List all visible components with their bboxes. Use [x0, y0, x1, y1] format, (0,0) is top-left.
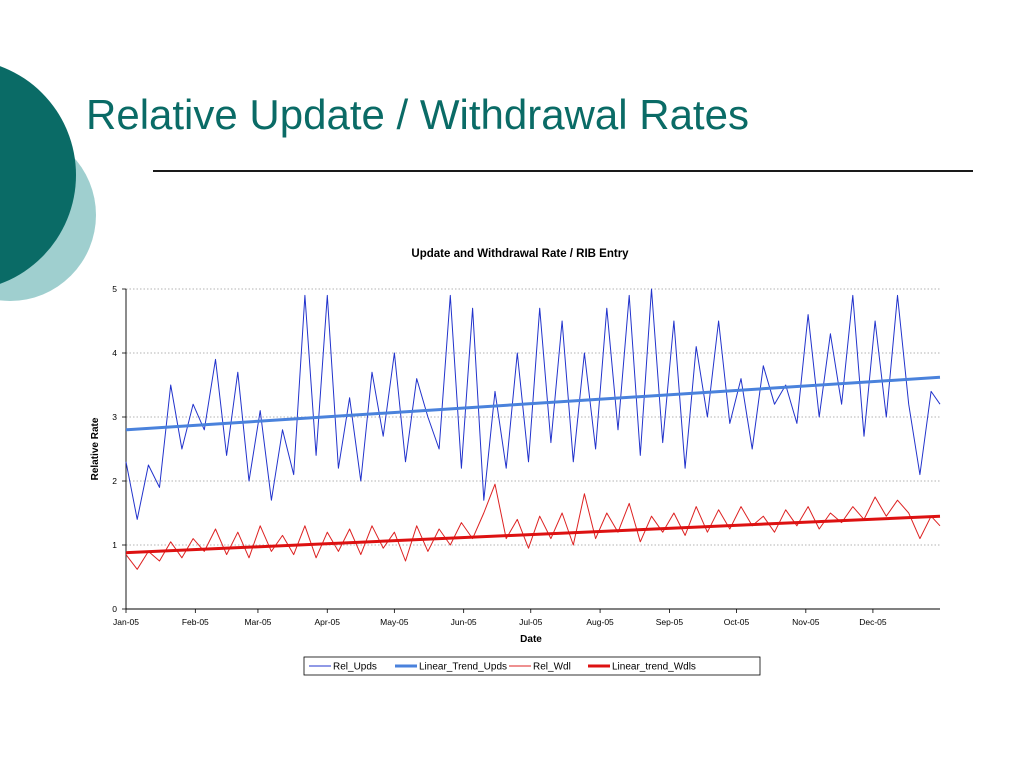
x-tick-label: Nov-05 — [792, 617, 820, 627]
gridlines — [126, 288, 940, 546]
chart-legend: Rel_Upds Linear_Trend_Upds Rel_Wdl Linear_t… — [303, 656, 761, 676]
y-tick-label: 4 — [112, 348, 117, 358]
legend-label-rel-wdl: Rel_Wdl — [533, 662, 571, 673]
dark-teal-circle — [0, 66, 76, 284]
x-tick-label: Sep-05 — [656, 617, 684, 627]
x-tick-label: Jul-05 — [519, 617, 542, 627]
legend-box — [303, 656, 761, 676]
series-line-rel-upds — [125, 288, 941, 520]
slide-title: Relative Update / Withdrawal Rates — [86, 91, 749, 138]
x-tick-labels: Jan-05 Feb-05 Mar-05 Apr-05 May-05 Jun-05 Jul-… — [113, 617, 887, 627]
y-tick-labels: 0 1 2 3 4 5 — [112, 284, 117, 614]
y-axis-label: Relative Rate — [90, 417, 101, 480]
x-tick-label: Jun-05 — [451, 617, 477, 627]
series-line-linear-trend-wdls — [125, 514, 941, 555]
x-tick-label: Mar-05 — [244, 617, 271, 627]
x-tick-label: Dec-05 — [859, 617, 887, 627]
x-tick-label: May-05 — [380, 617, 409, 627]
y-tick-label: 2 — [112, 476, 117, 486]
y-tick-label: 3 — [112, 412, 117, 422]
y-tick-label: 1 — [112, 540, 117, 550]
series-line-rel-wdl — [125, 483, 941, 570]
x-axis-label: Date — [520, 634, 542, 645]
series-layer — [125, 288, 941, 570]
y-tick-label: 0 — [112, 604, 117, 614]
slide-decoration — [0, 66, 96, 301]
legend-label-rel-upds: Rel_Upds — [333, 662, 377, 673]
y-tick-label: 5 — [112, 284, 117, 294]
x-tick-label: Aug-05 — [586, 617, 614, 627]
legend-label-linear-trend-wdls: Linear_trend_Wdls — [612, 662, 696, 673]
chart-title: Update and Withdrawal Rate / RIB Entry — [411, 248, 629, 260]
x-tick-label: Oct-05 — [724, 617, 750, 627]
legend-label-linear-trend-upds: Linear_Trend_Upds — [419, 662, 507, 673]
title-underline — [153, 170, 973, 172]
chart-axes — [122, 288, 940, 613]
x-tick-label: Jan-05 — [113, 617, 139, 627]
x-tick-label: Feb-05 — [182, 617, 209, 627]
series-line-linear-trend-upds — [125, 375, 941, 432]
x-tick-label: Apr-05 — [315, 617, 341, 627]
